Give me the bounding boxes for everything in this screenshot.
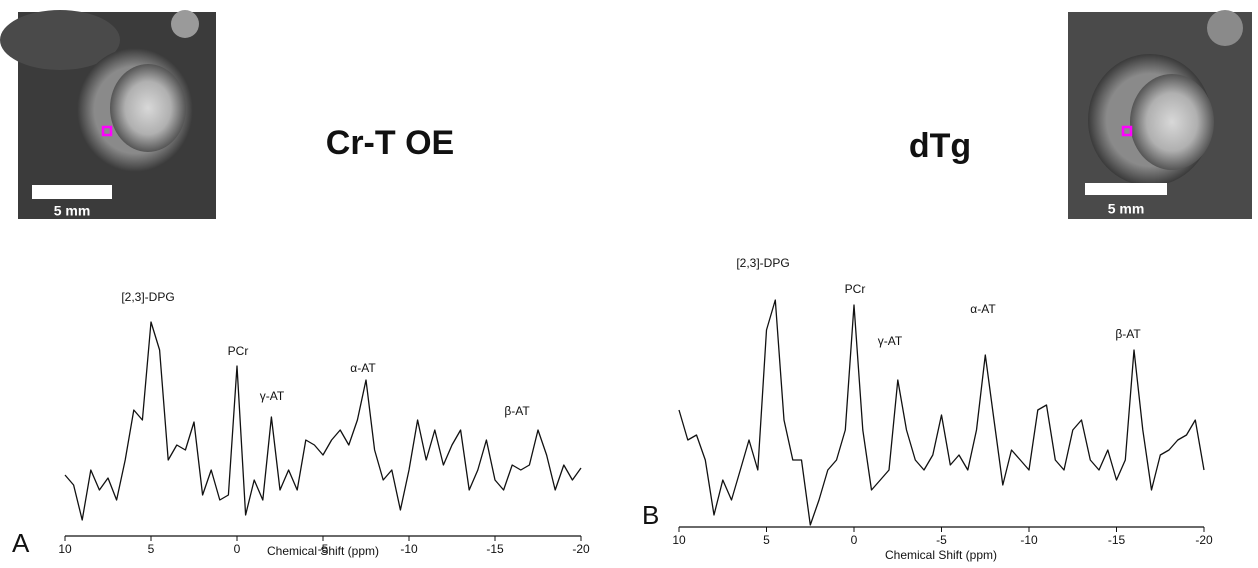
x-tick-label: -20 <box>572 542 590 556</box>
x-axis-label: Chemical Shift (ppm) <box>267 544 379 558</box>
x-tick-label: -5 <box>936 533 947 547</box>
x-tick-label: -10 <box>400 542 418 556</box>
x-tick-label: -20 <box>1195 533 1213 547</box>
peak-label: [2,3]-DPG <box>121 290 174 304</box>
scale-bar <box>32 185 112 199</box>
panel-title: dTg <box>909 127 971 165</box>
x-axis-label: Chemical Shift (ppm) <box>885 548 997 562</box>
x-tick-label: -15 <box>1108 533 1126 547</box>
figure: 10 5 0 -5 -10 -15 -20 Chemical Shift (ppm) A Cr-T… <box>0 0 1258 563</box>
scale-bar-label: 5 mm <box>1108 201 1145 217</box>
scale-bar-label: 5 mm <box>54 203 91 219</box>
spectrum-line <box>65 322 581 520</box>
peak-label: γ-AT <box>878 334 903 348</box>
x-tick-label: -15 <box>486 542 504 556</box>
peak-label: PCr <box>228 344 249 358</box>
peak-label: β-AT <box>504 404 530 418</box>
x-tick-label: 10 <box>672 533 686 547</box>
x-tick-label: 5 <box>148 542 155 556</box>
panel-letter: B <box>642 500 659 530</box>
panel-title: Cr-T OE <box>326 124 454 162</box>
x-tick-label: 0 <box>851 533 858 547</box>
peak-label: α-AT <box>350 361 376 375</box>
panel-letter: A <box>12 528 30 558</box>
mri-image-a <box>0 10 216 219</box>
peak-label: [2,3]-DPG <box>736 256 789 270</box>
x-tick-label: 5 <box>763 533 770 547</box>
x-tick-label: 0 <box>234 542 241 556</box>
peak-label: β-AT <box>1115 327 1141 341</box>
mri-image-b <box>1068 10 1252 219</box>
peak-label: PCr <box>845 282 866 296</box>
x-tick-label: -10 <box>1020 533 1038 547</box>
peak-label: α-AT <box>970 302 996 316</box>
scale-bar <box>1085 183 1167 195</box>
x-tick-label: 10 <box>58 542 72 556</box>
peak-label: γ-AT <box>260 389 285 403</box>
